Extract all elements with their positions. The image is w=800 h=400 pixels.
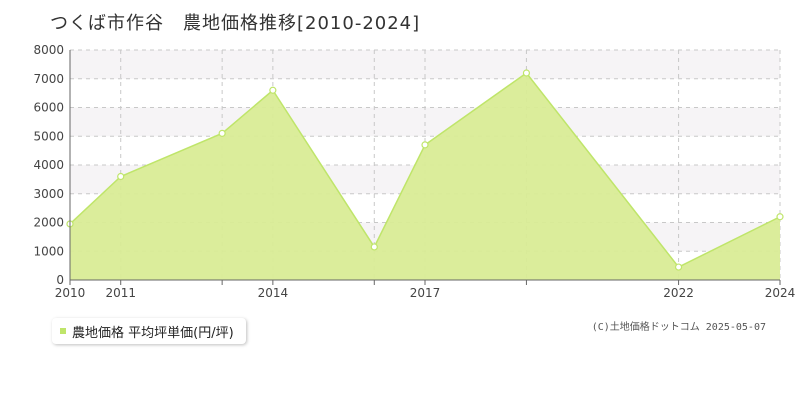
y-tick-label: 0 bbox=[56, 273, 64, 287]
y-tick-label: 1000 bbox=[33, 244, 64, 258]
y-tick-label: 5000 bbox=[33, 129, 64, 143]
legend: 農地価格 平均坪単価(円/坪) bbox=[52, 318, 246, 344]
x-tick-label: 2010 bbox=[55, 286, 86, 300]
legend-swatch bbox=[60, 328, 66, 334]
data-point bbox=[117, 172, 125, 181]
credit-text: (C)土地価格ドットコム 2025-05-07 bbox=[591, 322, 766, 333]
y-tick-label: 6000 bbox=[33, 101, 64, 115]
data-point bbox=[218, 129, 226, 137]
data-point bbox=[370, 243, 378, 251]
x-tick-label: 2024 bbox=[765, 286, 796, 300]
x-tick-label: 2022 bbox=[663, 286, 694, 300]
y-tick-label: 4000 bbox=[33, 158, 64, 172]
data-point bbox=[776, 213, 784, 221]
chart-title: つくば市作谷 農地価格推移[2010-2024] bbox=[50, 13, 421, 34]
y-tick-label: 8000 bbox=[33, 43, 64, 57]
data-point bbox=[522, 69, 531, 77]
grid-band bbox=[70, 50, 780, 79]
data-point bbox=[269, 86, 277, 94]
x-tick-label: 2014 bbox=[258, 286, 289, 300]
legend-label: 農地価格 平均坪単価(円/坪) bbox=[72, 325, 234, 341]
x-tick-label: 2011 bbox=[105, 286, 136, 300]
series-area bbox=[70, 73, 780, 280]
data-point bbox=[421, 141, 429, 149]
x-tick-label: 2017 bbox=[410, 286, 441, 300]
y-tick-label: 3000 bbox=[33, 187, 64, 201]
y-tick-label: 7000 bbox=[33, 72, 64, 86]
data-point bbox=[674, 263, 683, 271]
y-tick-label: 2000 bbox=[33, 216, 64, 230]
